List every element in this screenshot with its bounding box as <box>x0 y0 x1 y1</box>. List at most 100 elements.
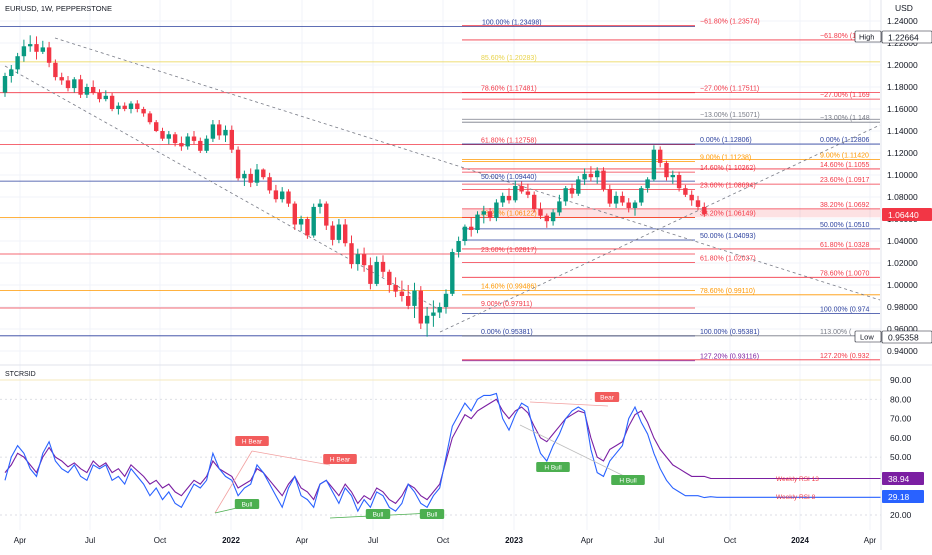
candle-body[interactable] <box>607 189 612 204</box>
candle-body[interactable] <box>166 134 171 139</box>
candle-body[interactable] <box>248 173 253 183</box>
candle-body[interactable] <box>639 188 644 203</box>
candle-body[interactable] <box>689 194 694 201</box>
candle-body[interactable] <box>658 149 663 163</box>
candle-body[interactable] <box>154 122 159 131</box>
candle-body[interactable] <box>506 195 512 201</box>
candle-body[interactable] <box>406 296 411 306</box>
candle-body[interactable] <box>336 224 342 240</box>
candle-body[interactable] <box>601 170 606 190</box>
candle-body[interactable] <box>109 95 115 109</box>
candle-body[interactable] <box>160 131 165 139</box>
candle-body[interactable] <box>204 138 209 151</box>
candle-body[interactable] <box>645 179 650 189</box>
candle-body[interactable] <box>469 226 474 230</box>
candle-body[interactable] <box>280 191 285 200</box>
candle-body[interactable] <box>298 219 304 225</box>
candle-body[interactable] <box>229 129 234 150</box>
candle-body[interactable] <box>78 79 83 95</box>
candle-body[interactable] <box>330 225 335 240</box>
candle-body[interactable] <box>368 265 373 284</box>
candle-body[interactable] <box>65 80 71 89</box>
candle-body[interactable] <box>292 203 297 225</box>
candle-body[interactable] <box>424 315 430 324</box>
candles[interactable] <box>2 35 707 337</box>
candle-body[interactable] <box>261 169 266 178</box>
candle-body[interactable] <box>210 124 216 139</box>
candle-body[interactable] <box>431 312 436 316</box>
candle-body[interactable] <box>702 206 707 215</box>
candle-body[interactable] <box>632 202 638 209</box>
candle-body[interactable] <box>544 215 549 222</box>
candle-body[interactable] <box>103 95 108 100</box>
candle-body[interactable] <box>317 203 323 207</box>
candle-body[interactable] <box>456 241 461 252</box>
candle-body[interactable] <box>324 203 329 226</box>
candle-body[interactable] <box>191 136 197 141</box>
candle-body[interactable] <box>235 149 241 179</box>
candle-body[interactable] <box>349 243 354 265</box>
candle-body[interactable] <box>538 209 543 216</box>
candle-body[interactable] <box>412 290 417 306</box>
candle-body[interactable] <box>563 188 568 202</box>
candle-body[interactable] <box>217 124 222 136</box>
candle-body[interactable] <box>273 190 279 200</box>
candle-body[interactable] <box>46 47 52 63</box>
candle-body[interactable] <box>487 211 493 218</box>
candle-body[interactable] <box>40 47 45 52</box>
candle-body[interactable] <box>582 173 587 180</box>
candle-body[interactable] <box>576 179 581 194</box>
candle-body[interactable] <box>519 186 524 192</box>
candle-body[interactable] <box>550 212 556 222</box>
candle-body[interactable] <box>595 170 600 178</box>
candle-body[interactable] <box>9 69 14 76</box>
candle-body[interactable] <box>613 195 619 204</box>
candle-body[interactable] <box>141 109 146 114</box>
candle-body[interactable] <box>267 177 272 191</box>
candle-body[interactable] <box>374 261 379 284</box>
candle-body[interactable] <box>242 173 247 179</box>
candle-body[interactable] <box>59 77 64 81</box>
candle-body[interactable] <box>21 46 27 57</box>
candle-body[interactable] <box>254 169 260 183</box>
candle-body[interactable] <box>286 191 291 204</box>
candle-body[interactable] <box>34 44 39 52</box>
candle-body[interactable] <box>513 186 518 201</box>
candle-body[interactable] <box>72 79 77 89</box>
candle-body[interactable] <box>620 195 625 203</box>
candle-body[interactable] <box>84 87 90 95</box>
candle-body[interactable] <box>695 200 701 207</box>
candle-body[interactable] <box>664 162 669 178</box>
candle-body[interactable] <box>361 254 367 266</box>
candle-body[interactable] <box>437 307 442 313</box>
candle-body[interactable] <box>91 87 96 93</box>
candle-body[interactable] <box>380 261 386 272</box>
candle-body[interactable] <box>588 173 594 178</box>
candle-body[interactable] <box>683 188 688 195</box>
candle-body[interactable] <box>355 254 360 265</box>
candle-body[interactable] <box>135 103 140 110</box>
candle-body[interactable] <box>128 103 134 110</box>
candle-body[interactable] <box>15 56 20 70</box>
candle-body[interactable] <box>393 285 398 292</box>
candle-body[interactable] <box>2 76 8 93</box>
candle-body[interactable] <box>28 44 33 47</box>
candle-body[interactable] <box>525 191 531 195</box>
candle-body[interactable] <box>305 219 310 236</box>
candle-body[interactable] <box>569 188 575 194</box>
candle-body[interactable] <box>399 291 405 296</box>
candle-body[interactable] <box>97 92 102 100</box>
candle-body[interactable] <box>462 226 468 241</box>
candle-body[interactable] <box>172 134 178 144</box>
candle-body[interactable] <box>418 290 423 324</box>
candle-body[interactable] <box>116 105 121 109</box>
candle-body[interactable] <box>475 214 480 230</box>
candle-body[interactable] <box>179 143 184 147</box>
candle-body[interactable] <box>651 149 657 180</box>
candle-body[interactable] <box>122 105 127 109</box>
candle-body[interactable] <box>311 206 316 236</box>
candle-body[interactable] <box>387 271 392 285</box>
candle-body[interactable] <box>676 175 682 189</box>
candle-body[interactable] <box>185 136 190 147</box>
